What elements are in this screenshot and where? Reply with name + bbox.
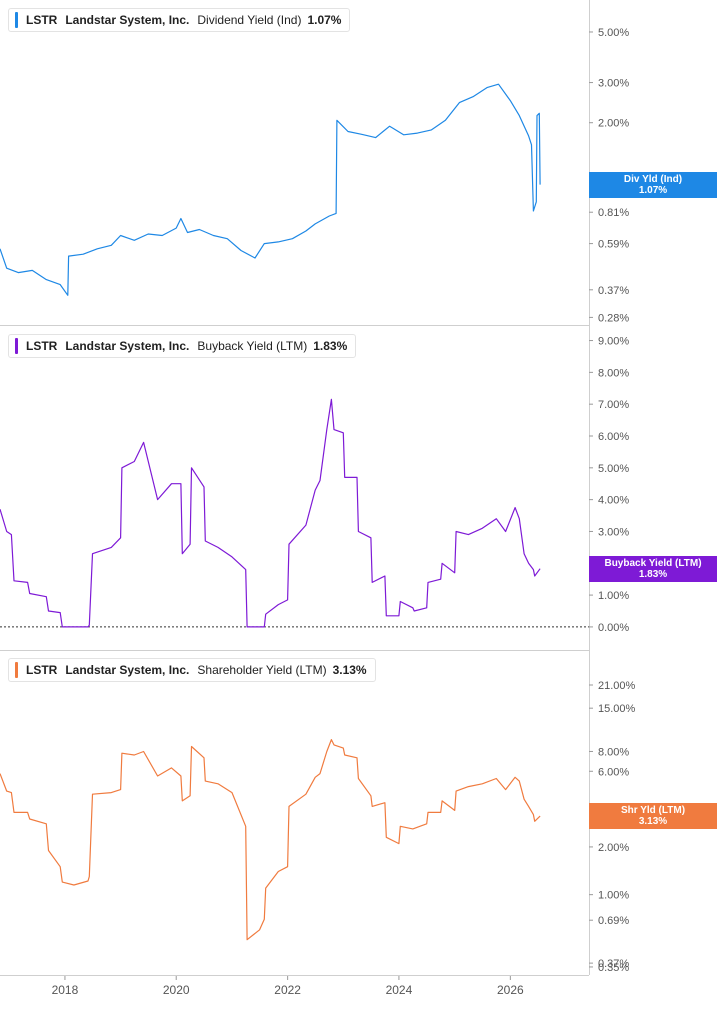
tag-label: Shr Yld (LTM) bbox=[620, 805, 686, 816]
y-tick-label: 6.00% bbox=[598, 766, 629, 778]
y-tick-label: 1.00% bbox=[598, 890, 629, 902]
current-value-tag-shareholder: Shr Yld (LTM) 3.13% bbox=[589, 803, 717, 829]
legend-dividend-yield: LSTR Landstar System, Inc. Dividend Yiel… bbox=[8, 8, 351, 32]
legend-value: 1.83% bbox=[313, 339, 348, 353]
legend-value: 3.13% bbox=[332, 663, 367, 677]
series-line bbox=[0, 398, 541, 628]
tag-label: Div Yld (Ind) bbox=[623, 174, 683, 185]
series-line bbox=[0, 739, 541, 941]
y-tick-label: 0.37% bbox=[598, 285, 629, 297]
y-tick-label: 0.37% bbox=[598, 958, 629, 970]
legend-swatch-shareholder bbox=[15, 662, 18, 678]
legend-company: Landstar System, Inc. bbox=[65, 13, 190, 27]
tag-value: 1.83% bbox=[638, 569, 668, 580]
legend-buyback-yield: LSTR Landstar System, Inc. Buyback Yield… bbox=[8, 334, 357, 358]
x-tick-label: 2026 bbox=[497, 983, 524, 997]
y-tick-label: 0.81% bbox=[598, 207, 629, 219]
x-tick-label: 2020 bbox=[163, 983, 190, 997]
legend-shareholder-yield: LSTR Landstar System, Inc. Shareholder Y… bbox=[8, 658, 376, 682]
legend-swatch-dividend bbox=[15, 12, 18, 28]
y-tick-label: 21.00% bbox=[598, 680, 636, 692]
y-tick-label: 7.00% bbox=[598, 399, 629, 411]
y-tick-label: 4.00% bbox=[598, 495, 629, 507]
legend-metric: Shareholder Yield (LTM) bbox=[197, 663, 327, 677]
legend-ticker: LSTR bbox=[26, 663, 58, 677]
legend-company: Landstar System, Inc. bbox=[65, 663, 190, 677]
y-tick-label: 6.00% bbox=[598, 431, 629, 443]
y-tick-label: 8.00% bbox=[598, 746, 629, 758]
y-tick-label: 3.00% bbox=[598, 526, 629, 538]
tag-label: Buyback Yield (LTM) bbox=[604, 558, 702, 569]
series-line bbox=[0, 83, 541, 296]
y-tick-label: 15.00% bbox=[598, 703, 636, 715]
x-tick-label: 2022 bbox=[274, 983, 301, 997]
current-value-tag-buyback: Buyback Yield (LTM) 1.83% bbox=[589, 556, 717, 582]
y-tick-label: 8.00% bbox=[598, 367, 629, 379]
y-tick-label: 9.00% bbox=[598, 336, 629, 348]
y-tick-label: 0.59% bbox=[598, 239, 629, 251]
legend-ticker: LSTR bbox=[26, 13, 58, 27]
tag-value: 3.13% bbox=[638, 816, 668, 827]
current-value-tag-dividend: Div Yld (Ind) 1.07% bbox=[589, 172, 717, 198]
y-tick-label: 0.35% bbox=[598, 962, 629, 974]
y-tick-label: 3.00% bbox=[598, 78, 629, 90]
legend-ticker: LSTR bbox=[26, 339, 58, 353]
tag-value: 1.07% bbox=[638, 185, 668, 196]
y-tick-label: 0.69% bbox=[598, 915, 629, 927]
y-tick-label: 5.00% bbox=[598, 463, 629, 475]
legend-company: Landstar System, Inc. bbox=[65, 339, 190, 353]
y-tick-label: 2.00% bbox=[598, 842, 629, 854]
y-tick-label: 0.28% bbox=[598, 312, 629, 324]
y-tick-label: 2.00% bbox=[598, 118, 629, 130]
legend-metric: Dividend Yield (Ind) bbox=[197, 13, 302, 27]
y-tick-label: 5.00% bbox=[598, 27, 629, 39]
y-tick-label: 0.00% bbox=[598, 622, 629, 634]
y-tick-label: 1.00% bbox=[598, 590, 629, 602]
x-tick-label: 2018 bbox=[52, 983, 79, 997]
legend-metric: Buyback Yield (LTM) bbox=[197, 339, 308, 353]
legend-value: 1.07% bbox=[307, 13, 342, 27]
legend-swatch-buyback bbox=[15, 338, 18, 354]
x-tick-label: 2024 bbox=[386, 983, 413, 997]
